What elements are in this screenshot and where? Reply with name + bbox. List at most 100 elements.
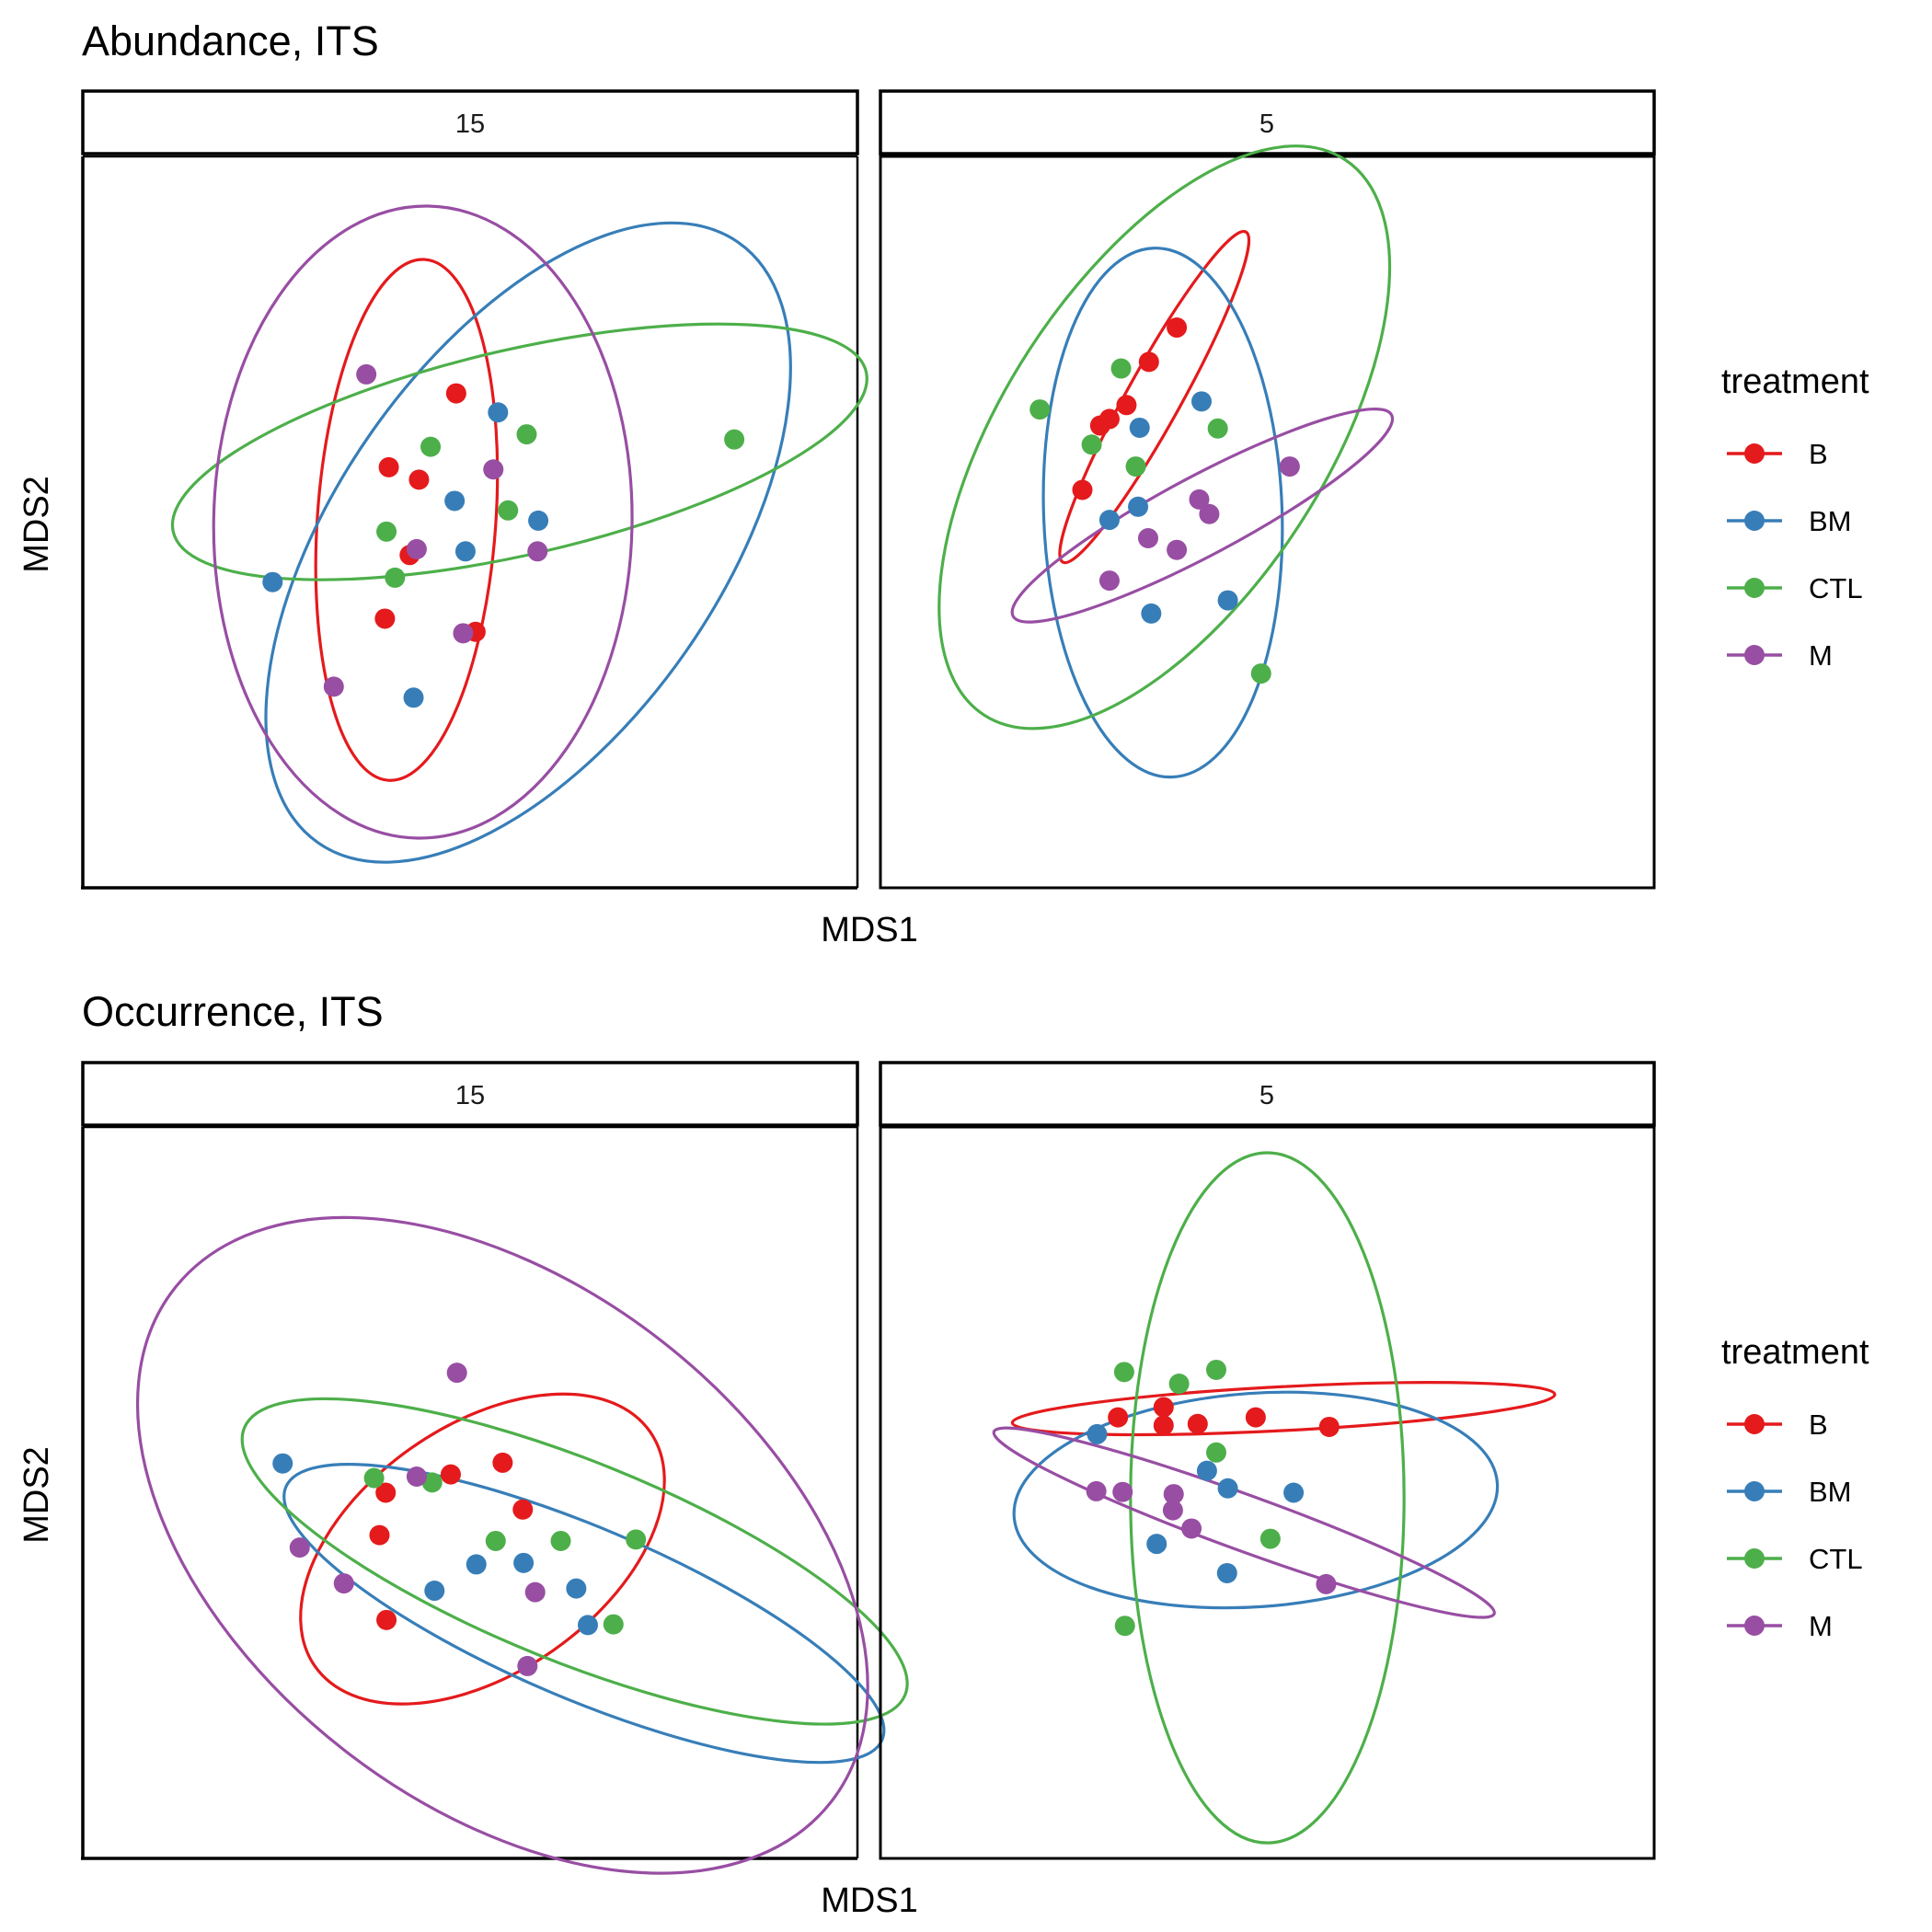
point-m bbox=[1199, 503, 1220, 524]
point-ctl bbox=[603, 1614, 624, 1635]
chart-title: Occurrence, ITS bbox=[82, 988, 384, 1035]
ellipse-b bbox=[1010, 1381, 1557, 1437]
point-bm bbox=[1141, 603, 1162, 624]
point-ctl bbox=[550, 1530, 571, 1551]
point-bm bbox=[262, 571, 283, 592]
point-b bbox=[1072, 479, 1093, 500]
facet-strip-label: 5 bbox=[1259, 1081, 1274, 1110]
legend-label: CTL bbox=[1809, 572, 1863, 604]
legend-item-ctl: CTL bbox=[1727, 1543, 1863, 1575]
point-bm bbox=[1216, 1562, 1237, 1583]
point-bm bbox=[272, 1453, 293, 1474]
plot-area bbox=[170, 204, 868, 864]
point-bm bbox=[513, 1552, 535, 1573]
point-bm bbox=[1098, 510, 1120, 531]
point-ctl bbox=[1207, 418, 1228, 439]
point-b bbox=[1089, 415, 1110, 436]
point-bm bbox=[566, 1578, 587, 1599]
legend-item-m: M bbox=[1727, 639, 1833, 672]
chart-abundance: Abundance, ITS MDS2 MDS1 15 5 treatment bbox=[17, 17, 1869, 949]
point-b bbox=[376, 1609, 397, 1630]
point-m bbox=[1086, 1480, 1107, 1501]
point-ctl bbox=[516, 424, 537, 445]
ellipse-b bbox=[299, 1392, 666, 1706]
point-ctl bbox=[1259, 1528, 1281, 1549]
ellipse-b bbox=[1058, 229, 1251, 565]
facet-strip bbox=[81, 89, 859, 155]
legend-title: treatment bbox=[1721, 362, 1869, 401]
point-m bbox=[1162, 1500, 1183, 1521]
point-m bbox=[1137, 527, 1158, 548]
chart-occurrence: Occurrence, ITS MDS2 MDS1 15 5 treatment bbox=[17, 988, 1869, 1920]
plot-area bbox=[992, 1151, 1557, 1845]
point-b bbox=[1153, 1415, 1174, 1436]
ellipse-ctl bbox=[937, 144, 1392, 730]
point-ctl bbox=[1113, 1362, 1134, 1383]
plot-area bbox=[135, 1215, 909, 1875]
chart-title: Abundance, ITS bbox=[82, 17, 379, 64]
point-m bbox=[524, 1581, 546, 1603]
ellipse-ctl bbox=[240, 1397, 909, 1726]
point-ctl bbox=[498, 500, 519, 521]
point-b bbox=[1116, 395, 1137, 416]
point-ctl bbox=[420, 436, 442, 457]
point-m bbox=[289, 1537, 310, 1558]
point-m bbox=[1181, 1518, 1202, 1539]
legend-label: M bbox=[1809, 639, 1833, 672]
ellipse-b bbox=[314, 258, 500, 782]
point-b bbox=[1108, 1407, 1129, 1428]
point-m bbox=[446, 1363, 467, 1384]
point-b bbox=[1153, 1397, 1174, 1418]
point-ctl bbox=[1205, 1442, 1226, 1463]
facet-strip bbox=[879, 89, 1656, 155]
facet-5-occurrence: 5 bbox=[879, 1061, 1656, 1860]
point-ctl bbox=[1125, 456, 1146, 477]
point-b bbox=[445, 383, 466, 404]
legend-key-point bbox=[1744, 1548, 1765, 1569]
point-ctl bbox=[1114, 1616, 1135, 1637]
point-b bbox=[1318, 1416, 1340, 1437]
legend: treatment B BM CTL M bbox=[1721, 1333, 1869, 1642]
point-b bbox=[1187, 1413, 1208, 1434]
point-ctl bbox=[1081, 434, 1102, 455]
point-ctl bbox=[1168, 1374, 1190, 1395]
point-bm bbox=[1146, 1534, 1167, 1555]
point-ctl bbox=[1250, 663, 1271, 684]
legend-key-point bbox=[1744, 1414, 1765, 1434]
point-b bbox=[374, 608, 396, 629]
facet-15-occurrence: 15 bbox=[81, 1061, 909, 1875]
ellipse-m bbox=[1010, 407, 1395, 624]
facet-strip-label: 15 bbox=[455, 109, 485, 139]
ellipse-bm bbox=[1041, 247, 1284, 779]
point-m bbox=[527, 541, 548, 562]
x-axis-label: MDS1 bbox=[821, 911, 918, 949]
point-b bbox=[512, 1499, 534, 1520]
legend-item-bm: BM bbox=[1727, 505, 1852, 537]
facet-strip-label: 5 bbox=[1259, 109, 1274, 139]
point-m bbox=[1163, 1484, 1184, 1505]
point-m bbox=[1167, 539, 1188, 560]
point-m bbox=[1098, 570, 1120, 592]
point-ctl bbox=[1110, 358, 1132, 379]
point-bm bbox=[424, 1581, 445, 1602]
point-m bbox=[406, 1466, 427, 1488]
point-b bbox=[440, 1464, 461, 1485]
facet-15-abundance: 15 bbox=[81, 89, 868, 890]
point-m bbox=[483, 459, 504, 480]
ellipse-bm bbox=[1012, 1390, 1500, 1610]
legend-item-ctl: CTL bbox=[1727, 572, 1863, 604]
legend-item-m: M bbox=[1727, 1610, 1833, 1642]
point-bm bbox=[444, 490, 466, 512]
point-b bbox=[1138, 351, 1159, 373]
point-ctl bbox=[485, 1530, 506, 1551]
point-m bbox=[1316, 1573, 1337, 1594]
legend-key-point bbox=[1744, 578, 1765, 598]
point-bm bbox=[577, 1615, 598, 1636]
point-bm bbox=[466, 1554, 487, 1575]
point-m bbox=[1279, 456, 1300, 477]
point-m bbox=[1189, 489, 1210, 510]
point-b bbox=[492, 1452, 513, 1473]
point-bm bbox=[1087, 1423, 1108, 1444]
legend-item-b: B bbox=[1727, 1409, 1828, 1441]
